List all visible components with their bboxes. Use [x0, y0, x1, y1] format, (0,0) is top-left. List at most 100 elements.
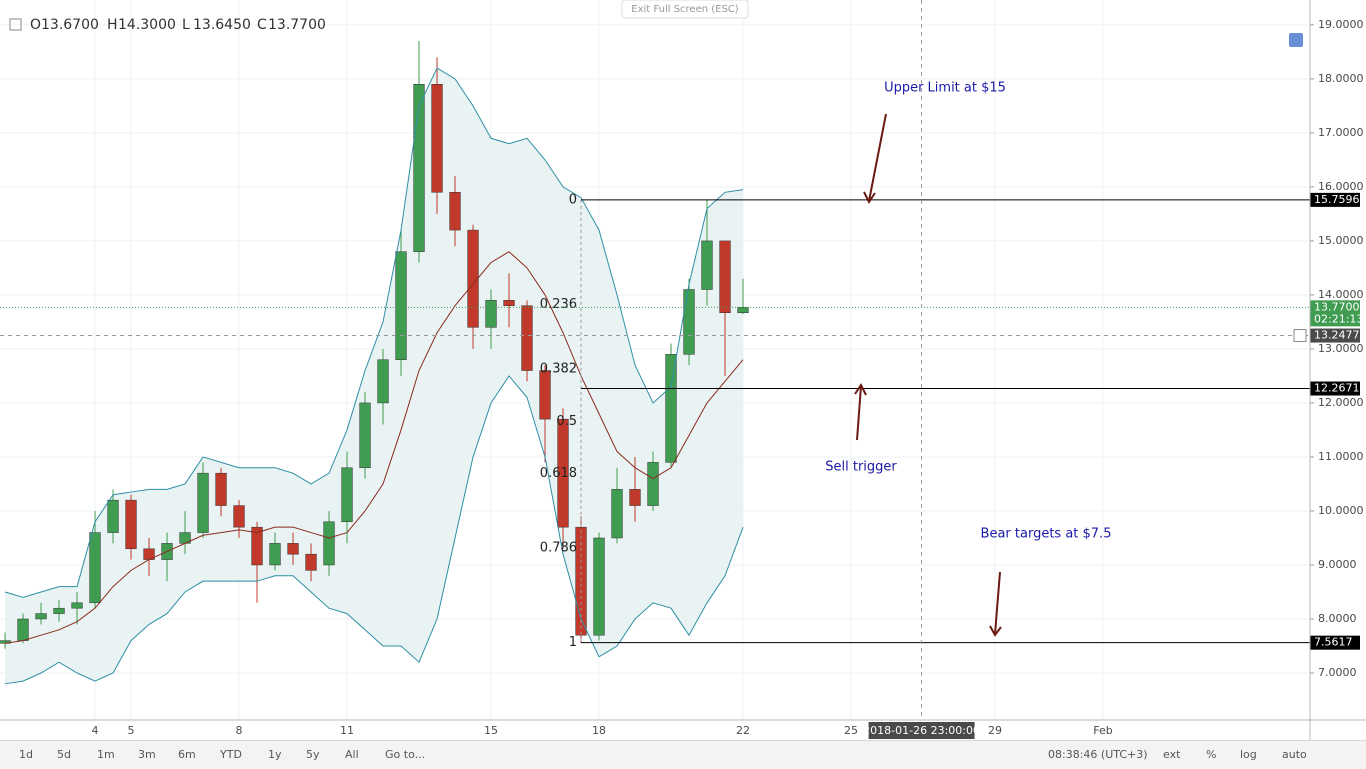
candle-body — [665, 354, 677, 463]
y-tick-label: 8.0000 — [1318, 612, 1357, 625]
x-tick-label: 29 — [988, 724, 1002, 737]
range-button[interactable]: YTD — [220, 748, 242, 761]
range-button[interactable]: All — [345, 748, 359, 761]
y-tick-label: 9.0000 — [1318, 558, 1357, 571]
crosshair-plus[interactable] — [1293, 329, 1307, 343]
y-tick-label: 16.0000 — [1318, 180, 1364, 193]
candle-body — [629, 489, 641, 506]
x-tick-label: 11 — [340, 724, 354, 737]
indicator-line — [4, 375, 744, 685]
candle-body — [467, 229, 479, 328]
level-label: 7.5617 — [1314, 636, 1353, 649]
candle-body — [71, 602, 83, 609]
option-button[interactable]: ext — [1163, 748, 1181, 761]
candle-body — [539, 370, 551, 420]
candle-body — [719, 240, 731, 313]
ohlc-label: O — [30, 17, 41, 33]
candle-body — [611, 489, 623, 539]
x-tick-label: 5 — [128, 724, 135, 737]
candle-body — [683, 289, 695, 355]
exit-fullscreen-label[interactable]: Exit Full Screen (ESC) — [631, 4, 739, 15]
last-price-bg — [1310, 300, 1360, 327]
x-tick-label: 4 — [92, 724, 99, 737]
candle-body — [557, 418, 569, 528]
candle-body — [89, 532, 101, 604]
ohlc-label: C — [257, 17, 267, 33]
candle-body — [17, 618, 29, 641]
candle-body — [575, 526, 587, 636]
option-button[interactable]: % — [1206, 748, 1217, 761]
option-button[interactable]: log — [1240, 748, 1257, 761]
plot-area — [0, 0, 1310, 720]
x-tick-label: 25 — [844, 724, 858, 737]
fib-label: 0.618 — [540, 466, 577, 481]
countdown: 02:21:13 — [1314, 312, 1363, 325]
range-button[interactable]: 6m — [178, 748, 196, 761]
fib-label: 0.786 — [540, 540, 577, 555]
goto-button[interactable]: Go to... — [385, 748, 426, 761]
ohlc-value: 14.3000 — [118, 17, 176, 33]
fib-label: 0 — [569, 192, 577, 207]
range-button[interactable]: 1d — [19, 748, 33, 761]
crosshair-y-bg — [1310, 328, 1360, 343]
indicator-line — [4, 67, 744, 598]
candle-body — [449, 192, 461, 231]
arrow — [868, 113, 887, 202]
candle-body — [305, 553, 317, 571]
fib-label: 0.382 — [540, 362, 577, 377]
candle-body — [377, 359, 389, 404]
candle-body — [503, 300, 515, 306]
ohlc-value: 13.6700 — [41, 17, 99, 33]
toolbar: 1d 5d 1m 3m 6m YTD 1y 5y All Go to... 08:38:46 (UT… — [0, 740, 1366, 769]
arrow-head — [863, 191, 876, 204]
candle-body — [485, 300, 497, 328]
candle-body — [701, 240, 713, 290]
x-tick-label: 8 — [236, 724, 243, 737]
range-button[interactable]: 1y — [268, 748, 282, 761]
y-tick-label: 7.0000 — [1318, 666, 1357, 679]
fib-label: 0.5 — [556, 414, 577, 429]
candle-body — [35, 613, 47, 620]
candle-body — [323, 521, 335, 566]
level-label-bg — [1310, 635, 1360, 650]
y-tick-label: 12.0000 — [1318, 396, 1364, 409]
crosshair-y-label: 13.2477 — [1314, 329, 1360, 342]
ohlc-value: 13.7700 — [268, 17, 326, 33]
clock[interactable]: 08:38:46 (UTC+3) — [1048, 748, 1148, 761]
candle-body — [737, 307, 749, 313]
candle-body — [125, 499, 137, 550]
y-tick-label: 18.0000 — [1318, 72, 1364, 85]
x-tick-label: 18 — [592, 724, 606, 737]
candle-body — [215, 472, 227, 506]
settings-icon[interactable] — [1289, 33, 1303, 47]
level-label: 12.2671 — [1314, 382, 1360, 395]
candle-body — [593, 537, 605, 636]
candle-body — [647, 462, 659, 506]
x-tick-label: Feb — [1093, 724, 1112, 737]
arrow-head — [989, 625, 1002, 637]
candle-body — [197, 472, 209, 533]
range-button[interactable]: 5y — [306, 748, 320, 761]
level-label-bg — [1310, 192, 1360, 207]
candle-body — [107, 499, 119, 533]
option-button[interactable]: auto — [1282, 748, 1307, 761]
crosshair-x-label: 2018-01-26 23:00:00 — [863, 724, 980, 737]
candle-body — [341, 467, 353, 523]
exit-fullscreen-button[interactable] — [621, 0, 749, 19]
range-button[interactable]: 1m — [97, 748, 115, 761]
y-tick-label: 13.0000 — [1318, 342, 1364, 355]
annotation: Upper Limit at $15 — [884, 81, 1006, 96]
candle-body — [53, 607, 65, 614]
indicator-line — [4, 251, 744, 644]
y-tick-label: 15.0000 — [1318, 234, 1364, 247]
collapse-icon[interactable] — [9, 18, 22, 31]
y-tick-label: 19.0000 — [1318, 18, 1364, 31]
range-button[interactable]: 5d — [57, 748, 71, 761]
y-tick-label: 17.0000 — [1318, 126, 1364, 139]
candle-body — [413, 84, 425, 252]
range-button[interactable]: 3m — [138, 748, 156, 761]
x-tick-label: 15 — [484, 724, 498, 737]
candle-body — [521, 305, 533, 371]
chart: 15.7596 12.2671 7.5617 0 0.236 0.382 0.5 0.618 0… — [0, 0, 1366, 740]
